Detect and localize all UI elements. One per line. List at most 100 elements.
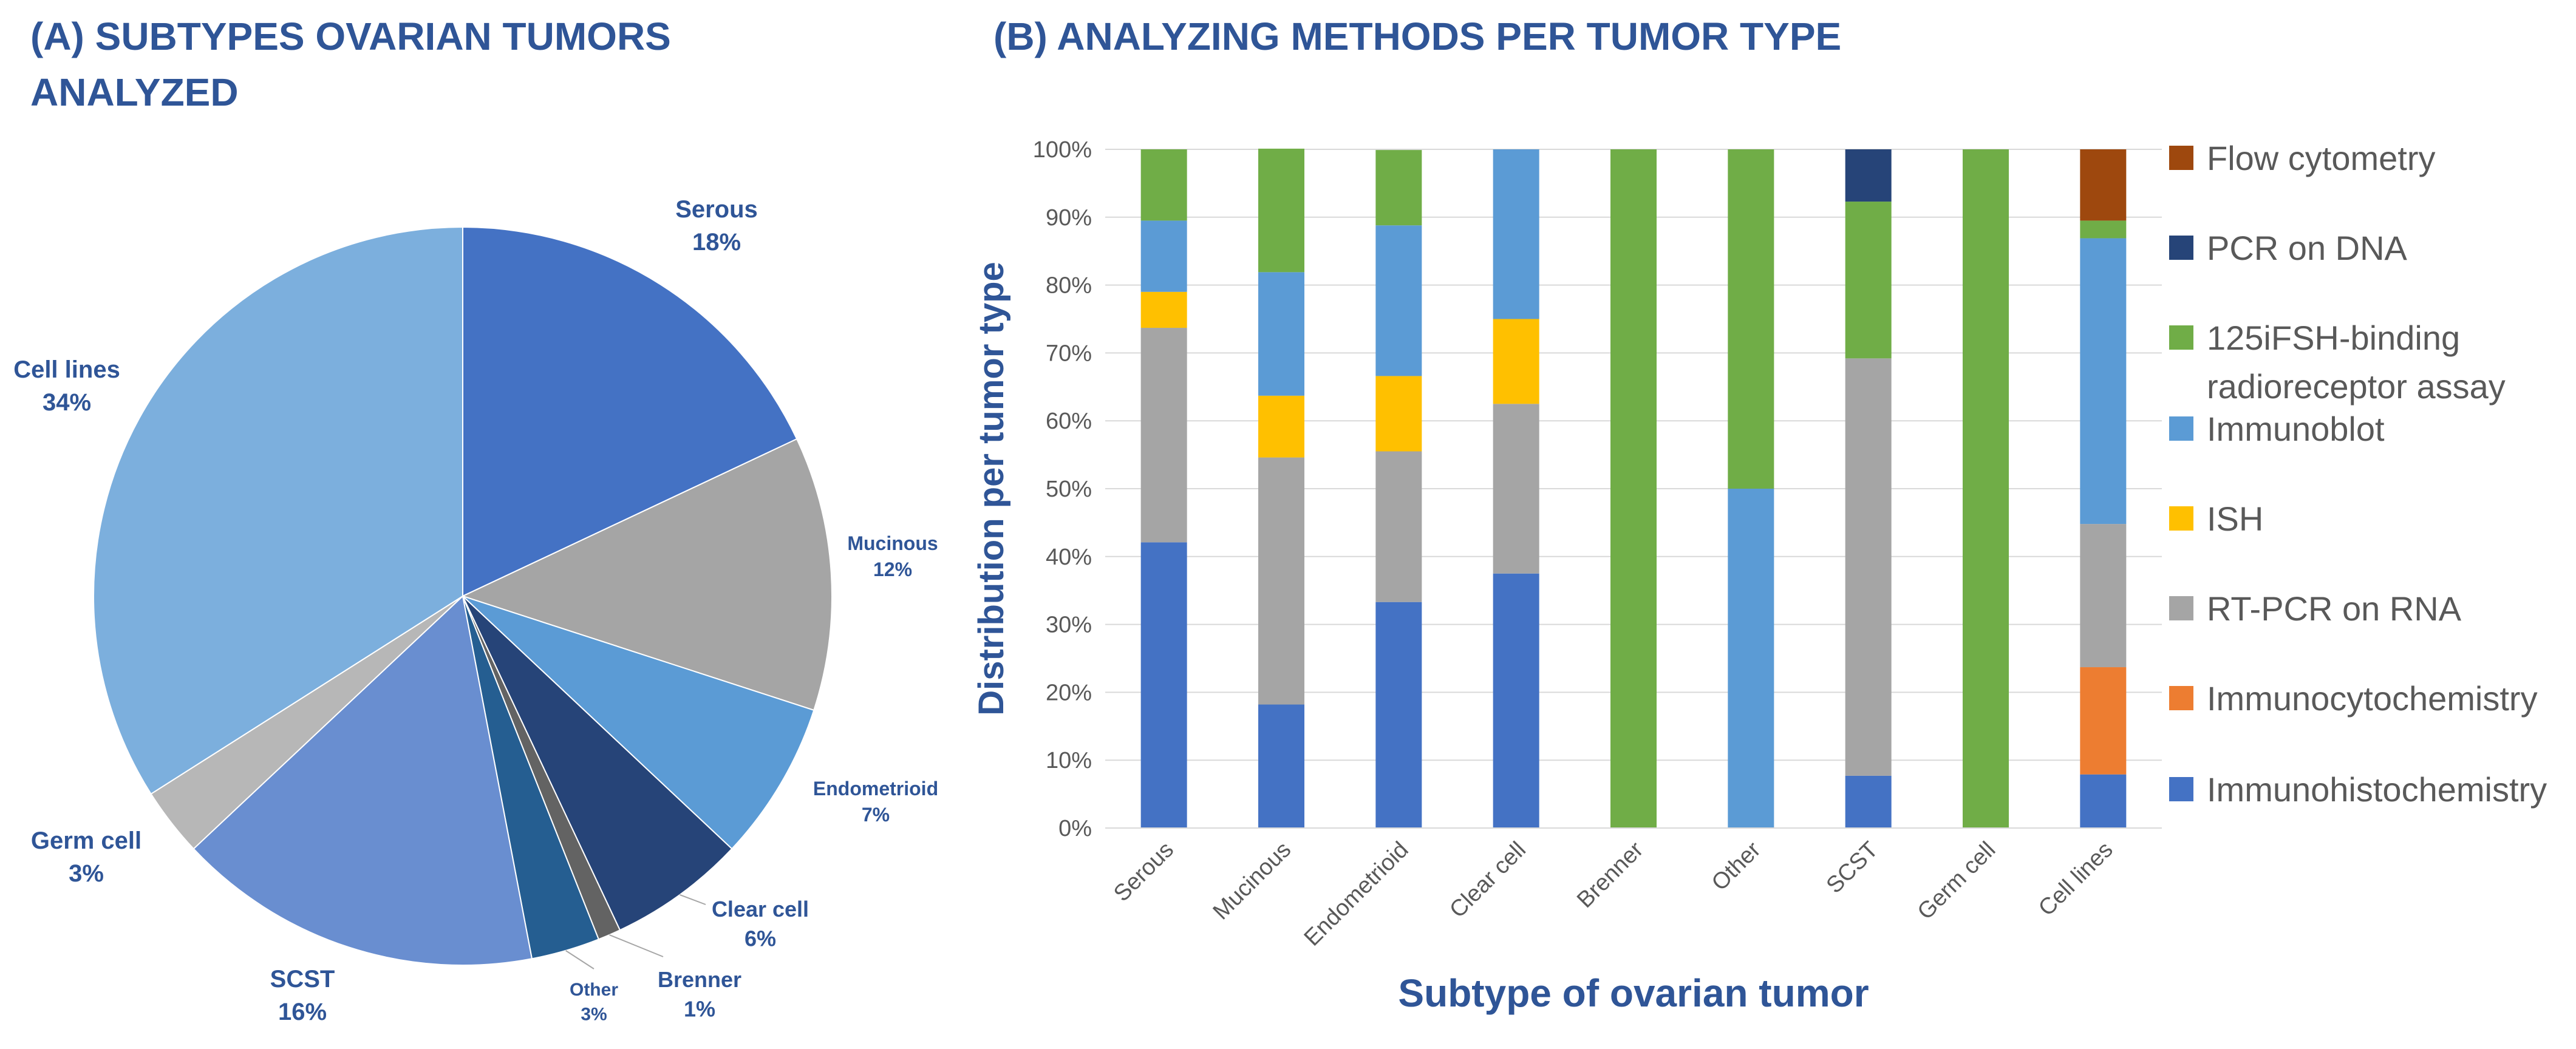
pie-chart-title-line2: ANALYZED bbox=[30, 70, 239, 114]
pie-percent-mucinous: 12% bbox=[873, 558, 912, 580]
bar-segment-endometrioid-125ifsh-binding-radioreceptor-assay bbox=[1375, 150, 1422, 226]
legend-label-125ifsh-binding-radioreceptor-assay-line2: radioreceptor assay bbox=[2207, 367, 2506, 406]
pie-percent-cell-lines: 34% bbox=[43, 389, 91, 416]
bar-segment-serous-immunohistochemistry bbox=[1140, 542, 1187, 828]
x-tick-label-other: Other bbox=[1707, 837, 1766, 895]
x-tick-label-cell-lines: Cell lines bbox=[2034, 837, 2118, 922]
legend-label-immunoblot: Immunoblot bbox=[2207, 410, 2385, 448]
bar-segment-clear-cell-ish bbox=[1493, 319, 1539, 404]
pie-label-brenner: Brenner bbox=[658, 967, 741, 992]
pie-chart: Serous 18% Mucinous 12% Endometrioid 7% Clear … bbox=[13, 196, 938, 1025]
y-tick-label: 100% bbox=[1033, 137, 1092, 163]
y-tick-label: 20% bbox=[1046, 680, 1092, 705]
y-tick-label: 30% bbox=[1046, 613, 1092, 638]
bar-segment-serous-immunoblot bbox=[1140, 220, 1187, 292]
bar-segment-clear-cell-immunohistochemistry bbox=[1493, 573, 1539, 828]
legend-label-immunohistochemistry: Immunohistochemistry bbox=[2207, 770, 2547, 809]
bar-segment-endometrioid-rt-pcr-on-rna bbox=[1375, 451, 1422, 602]
legend-swatch-ish bbox=[2169, 506, 2193, 531]
bar-segment-scst-rt-pcr-on-rna bbox=[1845, 358, 1892, 776]
legend-swatch-immunocytochemistry bbox=[2169, 686, 2193, 710]
bar-segment-mucinous-125ifsh-binding-radioreceptor-assay bbox=[1258, 148, 1304, 273]
bar-segment-serous-ish bbox=[1140, 291, 1187, 328]
y-tick-label: 0% bbox=[1058, 816, 1092, 841]
y-tick-label: 60% bbox=[1046, 409, 1092, 434]
pie-percent-other: 3% bbox=[581, 1005, 607, 1025]
bar-segment-clear-cell-rt-pcr-on-rna bbox=[1493, 404, 1539, 574]
pie-label-clear-cell: Clear cell bbox=[712, 897, 809, 922]
bar-segment-endometrioid-immunoblot bbox=[1375, 225, 1422, 376]
pie-percent-brenner: 1% bbox=[684, 997, 715, 1022]
bar-segment-scst-125ifsh-binding-radioreceptor-assay bbox=[1845, 202, 1892, 359]
legend-swatch-immunoblot bbox=[2169, 416, 2193, 441]
bar-segment-clear-cell-immunoblot bbox=[1493, 149, 1539, 319]
pie-slice-clear-cell bbox=[462, 596, 733, 931]
legend-label-rt-pcr-on-rna: RT-PCR on RNA bbox=[2207, 589, 2462, 628]
bar-chart-title: (B) ANALYZING METHODS PER TUMOR TYPE bbox=[993, 15, 1842, 58]
bar-segment-serous-rt-pcr-on-rna bbox=[1140, 328, 1187, 543]
bar-segment-other-immunoblot bbox=[1728, 489, 1774, 828]
y-tick-label: 50% bbox=[1046, 477, 1092, 502]
bar-segment-scst-immunohistochemistry bbox=[1845, 775, 1892, 828]
bar-segment-cell-lines-flow-cytometry bbox=[2080, 149, 2127, 221]
pie-slice-scst bbox=[193, 595, 533, 966]
pie-label-cell-lines: Cell lines bbox=[13, 356, 120, 383]
y-tick-label: 80% bbox=[1046, 273, 1092, 299]
bar-segment-germ-cell-125ifsh-binding-radioreceptor-assay bbox=[1963, 149, 2009, 828]
pie-chart-title-line1: (A) SUBTYPES OVARIAN TUMORS bbox=[30, 15, 671, 58]
bar-segment-other-125ifsh-binding-radioreceptor-assay bbox=[1728, 149, 1774, 489]
leader-line-brenner bbox=[609, 934, 664, 957]
bar-segment-brenner-125ifsh-binding-radioreceptor-assay bbox=[1610, 149, 1657, 828]
leader-line-other bbox=[565, 950, 595, 969]
pie-slice-endometrioid bbox=[462, 596, 815, 850]
legend-swatch-immunohistochemistry bbox=[2169, 777, 2193, 801]
stacked-bar-chart: 0% 10% 20% 30% 40% 50% 60% 70% 80% 90% 100% Serous M… bbox=[972, 137, 2547, 1015]
x-tick-label-germ-cell: Germ cell bbox=[1913, 837, 2001, 925]
bar-segment-mucinous-immunohistochemistry bbox=[1258, 704, 1304, 828]
legend-label-ish: ISH bbox=[2207, 500, 2263, 538]
pie-label-other: Other bbox=[570, 980, 618, 1000]
pie-chart-title: (A) SUBTYPES OVARIAN TUMORS ANALYZED bbox=[30, 8, 671, 120]
bar-segment-cell-lines-immunoblot bbox=[2080, 238, 2127, 524]
x-tick-label-scst: SCST bbox=[1822, 837, 1883, 898]
bar-segment-mucinous-ish bbox=[1258, 395, 1304, 458]
pie-label-endometrioid: Endometrioid bbox=[813, 778, 938, 799]
legend-label-immunocytochemistry: Immunocytochemistry bbox=[2207, 679, 2538, 718]
pie-percent-scst: 16% bbox=[278, 999, 327, 1025]
bar-segment-cell-lines-rt-pcr-on-rna bbox=[2080, 524, 2127, 668]
y-tick-label: 10% bbox=[1046, 748, 1092, 773]
bar-segment-scst-pcr-on-dna bbox=[1845, 149, 1892, 202]
legend-swatch-125ifsh-binding-radioreceptor-assay bbox=[2169, 325, 2193, 350]
legend-label-125ifsh-binding-radioreceptor-assay-line1: 125iFSH-binding bbox=[2207, 319, 2460, 357]
bar-segment-endometrioid-ish bbox=[1375, 376, 1422, 452]
pie-label-mucinous: Mucinous bbox=[847, 532, 938, 554]
y-tick-label: 40% bbox=[1046, 545, 1092, 570]
x-tick-label-brenner: Brenner bbox=[1572, 837, 1649, 913]
bar-segment-mucinous-immunoblot bbox=[1258, 272, 1304, 396]
bar-segment-cell-lines-immunohistochemistry bbox=[2080, 774, 2127, 828]
x-tick-label-mucinous: Mucinous bbox=[1208, 837, 1297, 925]
bar-segment-cell-lines-immunocytochemistry bbox=[2080, 667, 2127, 775]
bar-segment-endometrioid-immunohistochemistry bbox=[1375, 602, 1422, 828]
pie-percent-endometrioid: 7% bbox=[862, 804, 890, 826]
pie-percent-clear-cell: 6% bbox=[745, 926, 776, 951]
y-axis-title: Distribution per tumor type bbox=[972, 262, 1011, 716]
x-tick-label-clear-cell: Clear cell bbox=[1445, 837, 1531, 923]
pie-label-scst: SCST bbox=[270, 966, 335, 993]
pie-slice-cell-lines bbox=[93, 226, 463, 795]
bar-segment-cell-lines-125ifsh-binding-radioreceptor-assay bbox=[2080, 220, 2127, 239]
leader-line-clear-cell bbox=[680, 894, 706, 905]
pie-percent-serous: 18% bbox=[692, 229, 741, 256]
bar-segment-mucinous-rt-pcr-on-rna bbox=[1258, 457, 1304, 705]
pie-label-serous: Serous bbox=[675, 196, 758, 223]
pie-label-germ-cell: Germ cell bbox=[31, 827, 141, 854]
pie-percent-germ-cell: 3% bbox=[69, 860, 104, 887]
pie-slice-serous bbox=[462, 226, 798, 597]
x-tick-label-endometrioid: Endometrioid bbox=[1300, 837, 1414, 951]
legend-label-flow-cytometry: Flow cytometry bbox=[2207, 139, 2436, 177]
legend-swatch-pcr-on-dna bbox=[2169, 236, 2193, 260]
legend-label-pcr-on-dna: PCR on DNA bbox=[2207, 229, 2408, 267]
legend-swatch-rt-pcr-on-rna bbox=[2169, 596, 2193, 620]
x-axis-title: Subtype of ovarian tumor bbox=[1398, 971, 1869, 1015]
y-tick-label: 90% bbox=[1046, 205, 1092, 231]
